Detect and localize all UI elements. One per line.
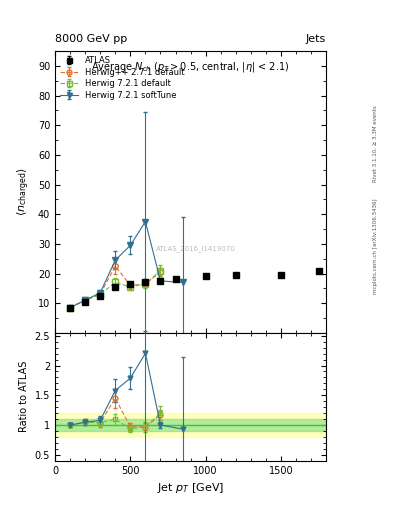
Y-axis label: Ratio to ATLAS: Ratio to ATLAS bbox=[19, 361, 29, 433]
Legend: ATLAS, Herwig++ 2.7.1 default, Herwig 7.2.1 default, Herwig 7.2.1 softTune: ATLAS, Herwig++ 2.7.1 default, Herwig 7.… bbox=[57, 54, 187, 102]
Text: mcplots.cern.ch [arXiv:1306.3436]: mcplots.cern.ch [arXiv:1306.3436] bbox=[373, 198, 378, 293]
Text: Average $N_{ch}$ ($p_T$$>$0.5, central, $|\eta|$ < 2.1): Average $N_{ch}$ ($p_T$$>$0.5, central, … bbox=[92, 60, 290, 74]
X-axis label: Jet $p_T$ [GeV]: Jet $p_T$ [GeV] bbox=[157, 481, 224, 495]
Text: ATLAS_2016_I1419070: ATLAS_2016_I1419070 bbox=[156, 245, 236, 252]
Bar bbox=[55, 419, 326, 431]
Bar bbox=[55, 413, 326, 437]
Y-axis label: $\langle n_\mathrm{charged} \rangle$: $\langle n_\mathrm{charged} \rangle$ bbox=[16, 167, 32, 217]
Text: 8000 GeV pp: 8000 GeV pp bbox=[55, 33, 127, 44]
Text: Rivet 3.1.10, ≥ 3.3M events: Rivet 3.1.10, ≥ 3.3M events bbox=[373, 105, 378, 182]
Text: Jets: Jets bbox=[306, 33, 326, 44]
